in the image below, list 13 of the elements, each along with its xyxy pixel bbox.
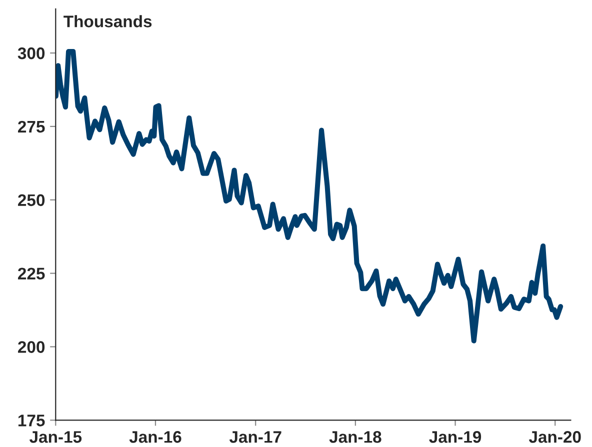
y-tick-label: 300 [18, 47, 45, 60]
x-tick-label: Jan-20 [528, 431, 581, 443]
x-tick-label: Jan-16 [129, 431, 182, 443]
x-tick-label: Jan-18 [329, 431, 382, 443]
y-tick-label: 200 [18, 341, 45, 353]
x-tick-label: Jan-19 [429, 431, 482, 443]
y-tick-label: 275 [18, 120, 45, 133]
y-tick-label: 175 [18, 414, 45, 426]
y-axis-title: Thousands [64, 15, 152, 28]
y-tick-label: 250 [18, 194, 45, 206]
x-tick-label: Jan-17 [229, 431, 282, 443]
y-tick-label: 225 [18, 268, 45, 280]
x-tick-label: Jan-15 [30, 431, 82, 443]
